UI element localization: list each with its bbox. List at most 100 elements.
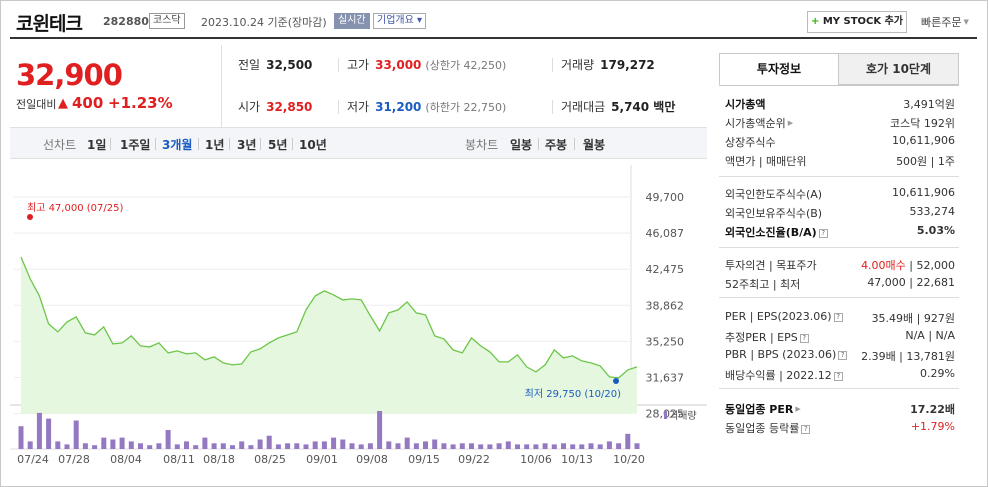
row-market-cap: 시가총액 3,491억원: [725, 96, 955, 113]
volume-bar: [92, 445, 98, 449]
volume-bar: [36, 412, 42, 449]
stat-value: 5,740 백만: [611, 100, 676, 114]
volume-bar: [321, 441, 327, 449]
volume-bar: [561, 443, 566, 449]
row-value: 10,611,906: [892, 186, 955, 199]
help-icon[interactable]: ?: [838, 351, 848, 360]
help-icon[interactable]: ?: [833, 313, 843, 322]
row-value: 10,611,906: [892, 134, 955, 147]
stat-label: 거래량: [561, 58, 595, 72]
x-tick-label: 08/04: [110, 453, 142, 466]
stat-label: 저가: [347, 100, 370, 114]
volume-bar: [230, 445, 235, 449]
stat-prev-close: 전일 32,500: [238, 56, 312, 73]
opinion-section: 투자의견 | 목표주가 4.00매수 | 52,000 52주최고 | 최저 47,…: [719, 248, 959, 298]
volume-bar: [331, 437, 337, 449]
quick-order-button[interactable]: 빠른주문 ▼: [921, 14, 969, 30]
candle-monthly[interactable]: 월봉: [583, 138, 606, 152]
row-value: 0.29%: [920, 367, 955, 380]
volume-bar: [579, 444, 585, 449]
y-tick-label: 46,087: [646, 227, 685, 240]
x-tick-label: 10/20: [613, 453, 645, 466]
row-foreign-hold: 외국인보유주식수(B) 533,274: [725, 205, 955, 222]
period-1y[interactable]: 1년: [205, 138, 225, 152]
stat-value: 32,850: [266, 100, 313, 114]
row-pbr: PBR | BPS (2023.06)? 2.39배 | 13,781원: [725, 348, 955, 365]
min-point-marker: [613, 378, 619, 384]
volume-bar: [597, 444, 603, 449]
realtime-button[interactable]: 실시간: [334, 13, 370, 29]
price-chart[interactable]: 49,70046,08742,47538,86235,25031,63728,0…: [10, 159, 707, 469]
row-label: 추정PER | EPS: [725, 331, 798, 344]
x-tick-label: 09/22: [458, 453, 490, 466]
period-1d[interactable]: 1일: [87, 138, 107, 152]
add-my-stock-label: MY STOCK 추가: [822, 16, 904, 27]
volume-bar: [469, 443, 474, 449]
volume-bar: [46, 418, 52, 449]
period-3m[interactable]: 3개월: [162, 138, 193, 152]
y-tick-label: 38,862: [646, 299, 685, 312]
row-per: PER | EPS(2023.06)? 35.49배 | 927원: [725, 310, 955, 327]
row-foreign-ratio: 외국인소진율(B/A)? 5.03%: [725, 224, 955, 241]
y-tick-label: 42,475: [646, 263, 685, 276]
divider: [552, 100, 553, 114]
row-sector-per[interactable]: 동일업종 PER ▶ 17.22배: [725, 401, 955, 418]
stat-high: 고가 33,000 (상한가 42,250): [347, 56, 506, 73]
help-icon[interactable]: ?: [818, 229, 828, 238]
add-my-stock-button[interactable]: + MY STOCK 추가: [807, 11, 907, 33]
period-5y[interactable]: 5년: [268, 138, 288, 152]
stat-low: 저가 31,200 (하한가 22,750): [347, 98, 506, 115]
volume-legend-label: 거래량: [669, 410, 697, 422]
period-3y[interactable]: 3년: [237, 138, 257, 152]
volume-bar: [524, 444, 530, 449]
price-change: 400: [72, 94, 104, 112]
volume-bar: [211, 443, 217, 449]
volume-bar: [101, 437, 107, 449]
help-icon[interactable]: ?: [801, 425, 811, 434]
company-name: 코윈테크: [16, 13, 83, 35]
tab-investment-info[interactable]: 투자정보: [719, 53, 839, 85]
row-value: 3,491억원: [903, 98, 955, 111]
help-icon[interactable]: ?: [833, 372, 843, 381]
tab-order-book[interactable]: 호가 10단계: [838, 53, 959, 85]
x-tick-label: 07/28: [58, 453, 90, 466]
row-sector-rate: 동일업종 등락률? +1.79%: [725, 420, 955, 437]
volume-bar: [82, 443, 88, 449]
company-overview-dropdown[interactable]: 기업개요 ▾: [373, 13, 426, 29]
volume-bar: [303, 444, 309, 449]
header-divider: [10, 37, 977, 39]
price-stats: 전일 32,500 고가 33,000 (상한가 42,250) 거래량 179,272…: [221, 45, 707, 127]
row-value: 2.39배 | 13,781원: [861, 350, 955, 363]
volume-bar: [202, 437, 208, 449]
period-10y[interactable]: 10년: [299, 138, 327, 152]
caret-right-icon: ▶: [795, 405, 801, 413]
candle-daily[interactable]: 일봉: [510, 138, 533, 152]
row-market-cap-rank[interactable]: 시가총액순위 ▶ 코스닥 192위: [725, 115, 955, 132]
stat-label: 고가: [347, 58, 370, 72]
price-line: [20, 256, 638, 379]
volume-bar: [257, 439, 263, 449]
row-est-per: 추정PER | EPS? N/A | N/A: [725, 329, 955, 346]
row-foreign-limit: 외국인한도주식수(A) 10,611,906: [725, 186, 955, 203]
volume-bar: [239, 441, 245, 449]
chart-period-bar: 선차트 1일 1주일 3개월 1년 3년 5년 10년 봉차트 일봉 주봉 월봉: [10, 127, 707, 159]
volume-bar: [266, 435, 272, 449]
volume-bar: [248, 445, 254, 449]
change-label: 전일대비: [16, 98, 57, 111]
row-label: 52주최고 | 최저: [725, 278, 801, 291]
volume-bar: [275, 444, 281, 449]
help-icon[interactable]: ?: [799, 334, 809, 343]
row-label: 동일업종 PER: [725, 403, 794, 416]
volume-bar: [55, 441, 61, 449]
row-shares: 상장주식수 10,611,906: [725, 134, 955, 151]
period-1w[interactable]: 1주일: [120, 138, 151, 152]
valuation-section: PER | EPS(2023.06)? 35.49배 | 927원 추정PER |…: [719, 298, 959, 389]
plus-icon: +: [810, 16, 820, 27]
market-cap-section: 시가총액 3,491억원 시가총액순위 ▶ 코스닥 192위 상장주식수 10,611,…: [719, 85, 959, 177]
stat-label: 전일: [238, 58, 261, 72]
row-value: 35.49배 | 927원: [871, 312, 955, 325]
row-label: 투자의견 | 목표주가: [725, 259, 817, 272]
candle-weekly[interactable]: 주봉: [545, 138, 568, 152]
stat-note: (상한가 42,250): [425, 59, 507, 72]
